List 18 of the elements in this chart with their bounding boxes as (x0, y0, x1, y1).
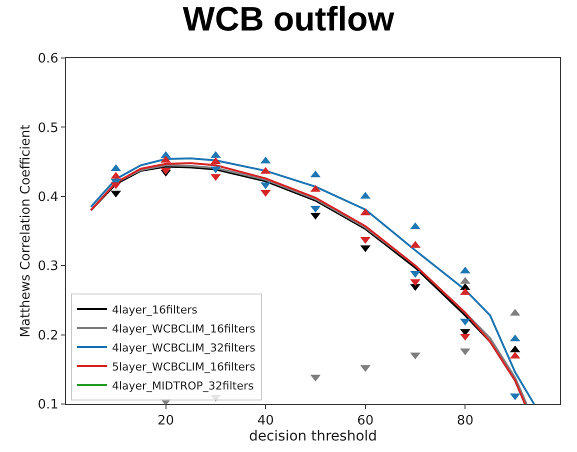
y-tick-label: 0.3 (38, 259, 58, 274)
x-tick-label: 80 (456, 414, 474, 429)
legend-label: 4layer_WCBCLIM_32filters (112, 341, 256, 354)
x-tick-label: 40 (257, 414, 274, 429)
x-axis-title: decision threshold (248, 428, 378, 445)
legend-label: 5layer_WCBCLIM_16filters (112, 360, 256, 374)
chart-title: WCB outflow (182, 0, 395, 39)
y-tick-label: 0.6 (38, 52, 58, 67)
y-axis-title: Matthews Correlation Coefficient (18, 124, 34, 338)
y-tick-label: 0.2 (38, 328, 58, 344)
legend-label: 4layer_WCBCLIM_16filters (112, 322, 256, 336)
y-tick-label: 0.4 (38, 190, 58, 205)
legend-label: 4layer_MIDTROP_32filters (112, 379, 254, 392)
legend-label: 4layer_16filters (112, 303, 198, 316)
x-tick-label: 60 (357, 414, 374, 429)
y-tick-label: 0.1 (38, 398, 58, 413)
y-tick-label: 0.5 (38, 120, 58, 136)
x-tick-label: 20 (158, 414, 174, 429)
